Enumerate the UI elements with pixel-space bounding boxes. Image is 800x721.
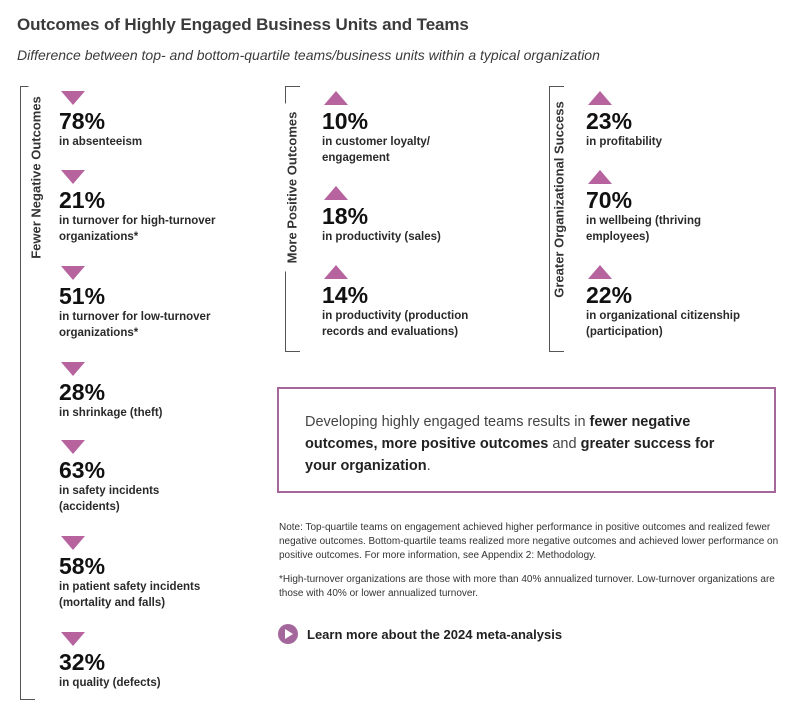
page-subtitle: Difference between top- and bottom-quart… [17, 47, 600, 63]
callout-text-3: . [426, 458, 431, 474]
negative-item: 51% in turnover for low-turnover organiz… [59, 266, 269, 341]
stat-percent: 78% [59, 108, 106, 134]
positive-item: 14% in productivity (production records … [322, 265, 532, 340]
down-arrow-icon [61, 440, 85, 454]
negative-item: 58% in patient safety incidents (mortali… [59, 536, 269, 611]
stat-description: in profitability [586, 136, 663, 148]
success-group-label: Greater Organizational Success [551, 90, 567, 309]
stat-percent: 28% [59, 379, 106, 405]
down-arrow-icon [61, 91, 85, 105]
success-item: 23% in profitability [586, 91, 796, 150]
stat-percent: 51% [59, 283, 106, 309]
negative-item: 28% in shrinkage (theft) [59, 362, 269, 421]
page-title: Outcomes of Highly Engaged Business Unit… [17, 15, 469, 34]
success-item: 70% in wellbeing (thriving employees) [586, 170, 796, 245]
positive-item: 10% in customer loyalty/ engagement [322, 91, 532, 166]
positive-group-label: More Positive Outcomes [284, 103, 300, 272]
negative-item: 21% in turnover for high-turnover organi… [59, 170, 269, 245]
stat-description: in productivity (sales) [322, 231, 441, 243]
down-arrow-icon [61, 536, 85, 550]
negative-item: 63% in safety incidents (accidents) [59, 440, 269, 515]
play-icon [278, 624, 298, 644]
stat-percent: 21% [59, 187, 106, 213]
stat-percent: 58% [59, 553, 106, 579]
stat-percent: 10% [322, 108, 369, 134]
stat-description: in customer loyalty/ engagement [322, 136, 431, 164]
callout-text-1: Developing highly engaged teams results … [305, 414, 590, 430]
stat-description: in quality (defects) [59, 677, 161, 689]
positive-item: 18% in productivity (sales) [322, 186, 532, 245]
stat-percent: 32% [59, 649, 106, 675]
learn-more-link[interactable]: Learn more about the 2024 meta-analysis [278, 624, 562, 644]
stat-description: in wellbeing (thriving employees) [586, 215, 701, 243]
stat-percent: 23% [586, 108, 633, 134]
success-item: 22% in organizational citizenship (parti… [586, 265, 796, 340]
down-arrow-icon [61, 362, 85, 376]
up-arrow-icon [588, 91, 612, 105]
summary-callout: Developing highly engaged teams results … [277, 387, 776, 493]
negative-group-label: Fewer Negative Outcomes [28, 85, 44, 270]
stat-percent: 22% [586, 282, 633, 308]
stat-description: in productivity (production records and … [322, 310, 469, 338]
success-bracket [549, 86, 564, 352]
stat-description: in patient safety incidents (mortality a… [59, 581, 201, 609]
stat-percent: 18% [322, 203, 369, 229]
up-arrow-icon [588, 265, 612, 279]
negative-item: 78% in absenteeism [59, 91, 269, 150]
down-arrow-icon [61, 266, 85, 280]
stat-percent: 70% [586, 187, 633, 213]
stat-description: in safety incidents (accidents) [59, 485, 160, 513]
stat-description: in organizational citizenship (participa… [586, 310, 740, 338]
stat-percent: 14% [322, 282, 369, 308]
stat-description: in turnover for high-turnover organizati… [59, 215, 216, 243]
negative-bracket [20, 86, 35, 700]
callout-bold-1: fewer negative outcomes, more positive o… [305, 414, 691, 452]
stat-description: in shrinkage (theft) [59, 407, 163, 419]
methodology-note: Note: Top-quartile teams on engagement a… [279, 522, 779, 561]
turnover-footnote: *High-turnover organizations are those w… [279, 574, 775, 599]
up-arrow-icon [324, 265, 348, 279]
up-arrow-icon [588, 170, 612, 184]
stat-description: in absenteeism [59, 136, 143, 148]
up-arrow-icon [324, 186, 348, 200]
stat-description: in turnover for low-turnover organizatio… [59, 311, 211, 339]
down-arrow-icon [61, 170, 85, 184]
stat-percent: 63% [59, 457, 106, 483]
learn-more-label: Learn more about the 2024 meta-analysis [307, 626, 563, 642]
negative-item: 32% in quality (defects) [59, 632, 269, 691]
up-arrow-icon [324, 91, 348, 105]
callout-text-2: and [548, 436, 581, 452]
callout-bold-2: greater success for your organization [305, 436, 715, 474]
down-arrow-icon [61, 632, 85, 646]
